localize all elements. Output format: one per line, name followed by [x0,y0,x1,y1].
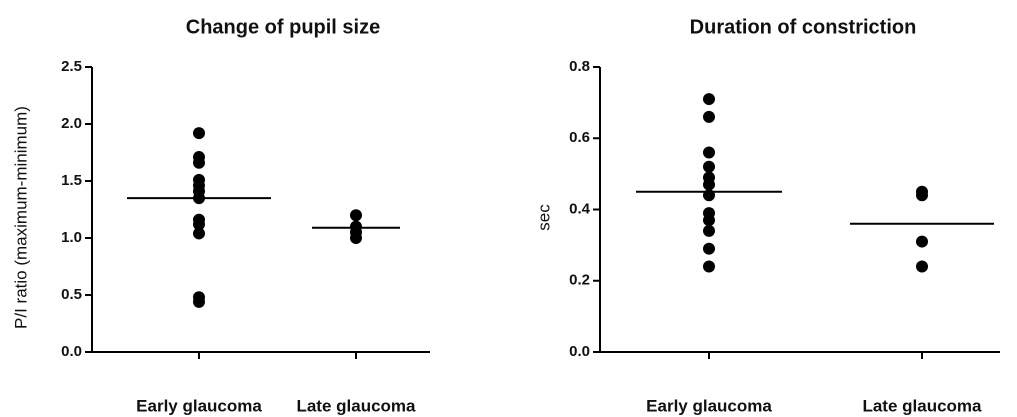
data-point [916,235,928,248]
x-tick-label: Early glaucoma [646,396,772,415]
data-point [193,156,205,169]
y-tick-label: 0.6 [569,129,590,146]
y-tick-label: 0.2 [569,272,590,289]
y-axis-label: sec [534,204,553,231]
data-point [703,146,715,159]
data-point [193,127,205,140]
data-point [350,232,362,244]
y-tick-label: 0.0 [61,343,82,360]
chart-title: Duration of constriction [690,16,917,38]
data-point [703,178,715,191]
data-point [193,218,205,231]
y-tick-label: 2.5 [61,58,82,75]
data-point [703,260,715,273]
x-tick-label: Late glaucoma [862,396,982,415]
x-tick-label: Late glaucoma [296,396,416,415]
data-point [193,295,205,308]
data-point [350,209,362,222]
data-point [916,260,928,273]
data-point [703,110,715,123]
y-tick-label: 1.5 [61,172,82,189]
y-tick-label: 2.0 [61,115,82,132]
data-point [703,160,715,173]
data-point [703,242,715,255]
y-tick-label: 0.8 [569,58,590,75]
x-tick-label: Early glaucoma [136,396,262,415]
y-tick-label: 1.0 [61,229,82,246]
data-point [703,93,715,106]
data-point [193,227,205,240]
data-point [916,189,928,202]
y-tick-label: 0.4 [569,200,591,217]
chart-title: Change of pupil size [186,16,380,38]
y-tick-label: 0.0 [569,343,590,360]
data-point [703,224,715,237]
data-point [703,214,715,227]
y-tick-label: 0.5 [61,286,82,303]
y-axis-label: P/I ratio (maximum-minimum) [11,106,30,329]
